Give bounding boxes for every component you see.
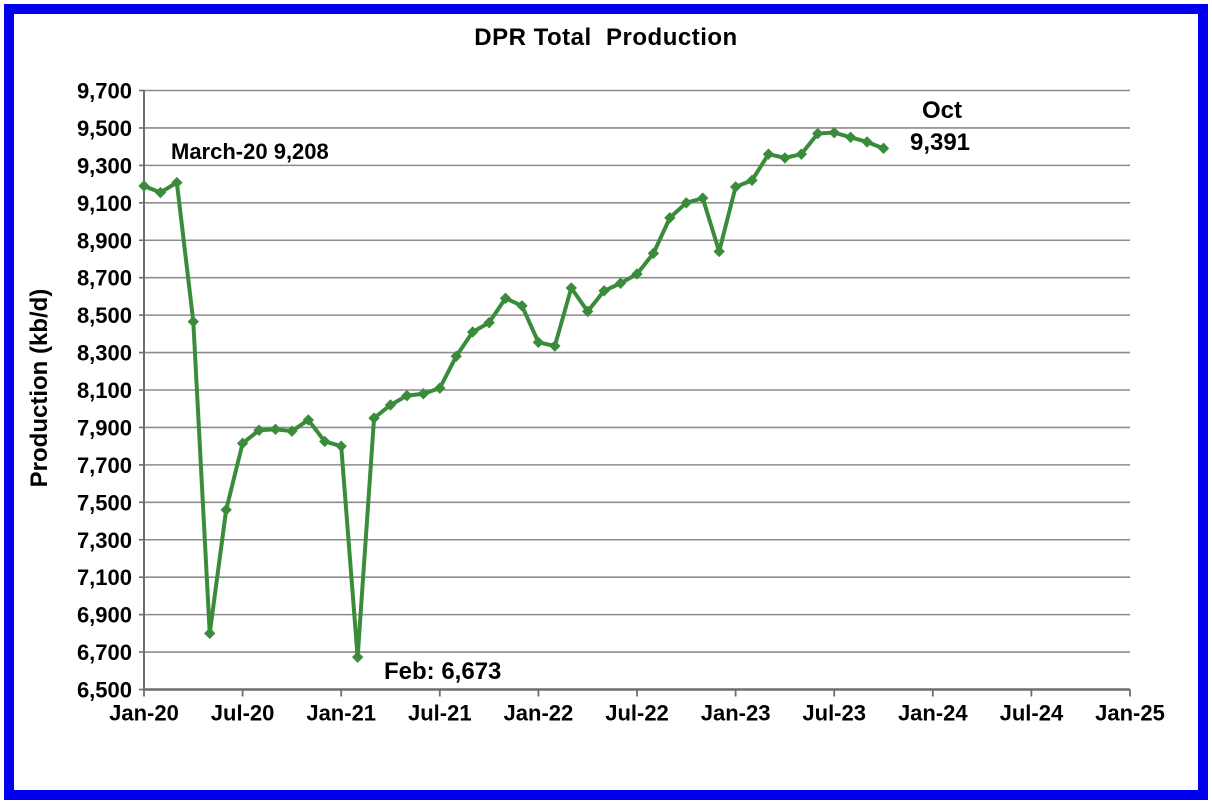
series-line	[142, 130, 886, 660]
data-point-marker	[614, 277, 627, 290]
data-point-marker	[828, 126, 840, 139]
data-point-marker	[664, 212, 676, 224]
data-point-marker	[697, 192, 709, 204]
y-tick-label: 9,300	[77, 153, 132, 178]
data-point-marker	[220, 504, 232, 516]
data-point-marker	[466, 326, 479, 338]
data-point-marker	[532, 336, 545, 348]
data-point-marker	[844, 131, 857, 143]
x-tick-label: Jan-25	[1095, 701, 1165, 726]
data-point-marker	[384, 399, 397, 411]
y-tick-label: 8,500	[77, 303, 132, 328]
data-point-marker	[877, 142, 890, 155]
y-tick-label: 6,500	[77, 678, 132, 703]
data-point-marker	[680, 197, 692, 209]
data-point-marker	[187, 315, 199, 328]
data-point-marker	[729, 181, 742, 193]
y-tick-label: 8,700	[77, 266, 132, 291]
x-tick-label: Jan-24	[898, 701, 968, 726]
y-tick-label: 6,700	[77, 640, 132, 665]
data-point-marker	[483, 316, 495, 329]
x-tick-label: Jul-21	[408, 701, 472, 726]
y-tick-label: 7,500	[77, 490, 132, 515]
data-point-marker	[417, 388, 430, 400]
y-tick-label: 9,500	[77, 116, 132, 141]
data-point-marker	[746, 174, 758, 187]
data-point-marker	[351, 651, 364, 663]
data-point-marker	[762, 148, 775, 160]
data-point-marker	[516, 300, 528, 312]
data-point-marker	[812, 127, 824, 140]
data-point-marker	[138, 180, 150, 192]
data-point-marker	[319, 435, 331, 448]
y-tick-label: 7,900	[77, 415, 132, 440]
data-point-marker	[368, 412, 380, 424]
y-tick-label: 8,100	[77, 378, 132, 403]
x-tick-label: Jan-22	[504, 701, 574, 726]
y-tick-label: 9,100	[77, 191, 132, 216]
y-tick-label: 8,300	[77, 341, 132, 366]
data-point-marker	[565, 282, 577, 294]
data-point-marker	[549, 340, 561, 352]
y-tick-label: 7,100	[77, 565, 132, 590]
x-tick-label: Jan-21	[306, 701, 376, 726]
x-tick-label: Jul-23	[802, 701, 866, 726]
data-point-marker	[779, 152, 791, 164]
y-axis-title: Production (kb/d)	[26, 288, 53, 488]
data-point-marker	[598, 285, 610, 297]
data-point-marker	[236, 437, 249, 450]
data-point-marker	[204, 627, 216, 640]
y-tick-label: 9,700	[77, 79, 132, 104]
data-point-marker	[795, 148, 808, 160]
x-tick-label: Jul-22	[605, 701, 669, 726]
annotation-latest-value: 9,391	[909, 129, 971, 156]
data-point-marker	[582, 305, 594, 318]
annotation-feb-21-low: Feb: 6,673	[384, 658, 502, 685]
x-tick-label: Jan-23	[701, 701, 771, 726]
y-tick-label: 7,300	[77, 528, 132, 553]
data-point-marker	[401, 389, 413, 402]
data-point-marker	[647, 247, 660, 260]
data-point-marker	[499, 292, 512, 304]
x-tick-label: Jan-20	[109, 701, 179, 726]
y-tick-label: 7,700	[77, 453, 132, 478]
data-point-marker	[154, 186, 167, 199]
data-point-marker	[450, 350, 462, 363]
x-tick-label: Jul-20	[211, 701, 275, 726]
data-point-marker	[286, 425, 298, 437]
y-tick-label: 6,900	[77, 603, 132, 628]
data-point-marker	[335, 440, 347, 452]
x-tick-label: Jul-24	[1000, 701, 1064, 726]
data-point-marker	[253, 424, 265, 436]
data-point-marker	[302, 414, 315, 426]
annotation-march-20-peak: March-20 9,208	[171, 139, 329, 164]
chart-title: DPR Total Production	[474, 24, 738, 51]
y-tick-label: 8,900	[77, 228, 132, 253]
data-point-marker	[861, 136, 873, 148]
data-point-marker	[171, 176, 183, 189]
data-point-marker	[434, 382, 446, 394]
data-point-marker	[269, 423, 282, 436]
data-point-marker	[713, 245, 725, 258]
data-point-marker	[631, 268, 643, 280]
annotation-latest-month: Oct	[921, 97, 962, 124]
